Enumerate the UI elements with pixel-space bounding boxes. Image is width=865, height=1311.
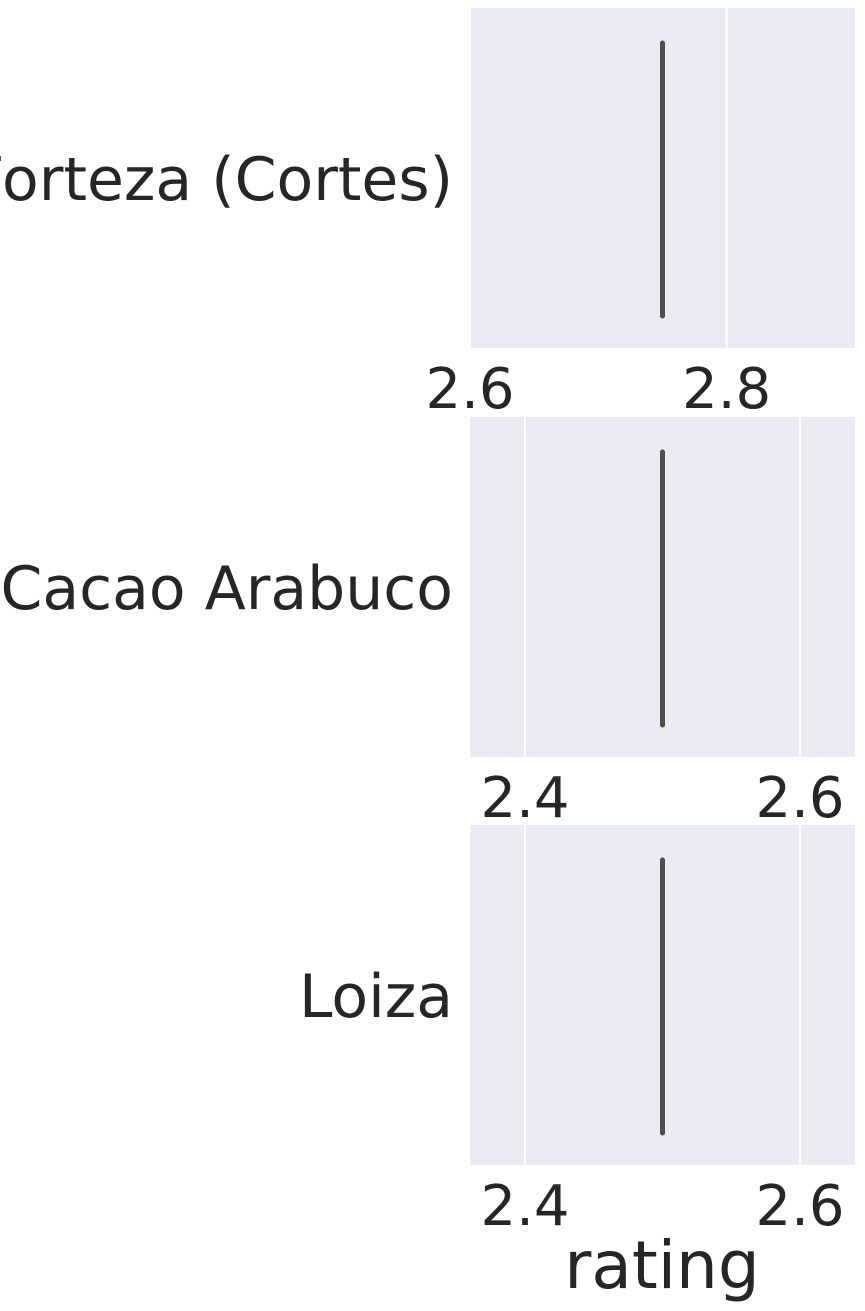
panel-2: 2.4 2.6 Loiza	[299, 825, 855, 1239]
category-label: Forteza (Cortes)	[0, 145, 453, 215]
x-tick-label: 2.4	[480, 1174, 569, 1239]
category-label: Loiza	[299, 962, 453, 1032]
panels-layer: 2.6 2.8 Forteza (Cortes) 2.4 2.6 Cacao Arabuc…	[0, 8, 855, 1239]
x-tick-label: 2.8	[682, 357, 771, 422]
panel-1: 2.4 2.6 Cacao Arabuco	[1, 417, 855, 831]
x-axis-label: rating	[564, 1227, 760, 1304]
x-tick-label: 2.6	[755, 1174, 844, 1239]
x-tick-label: 2.4	[480, 766, 569, 831]
category-label: Cacao Arabuco	[1, 554, 454, 624]
x-tick-label: 2.6	[425, 357, 514, 422]
x-tick-label: 2.6	[755, 766, 844, 831]
panel-0: 2.6 2.8 Forteza (Cortes)	[0, 8, 855, 422]
